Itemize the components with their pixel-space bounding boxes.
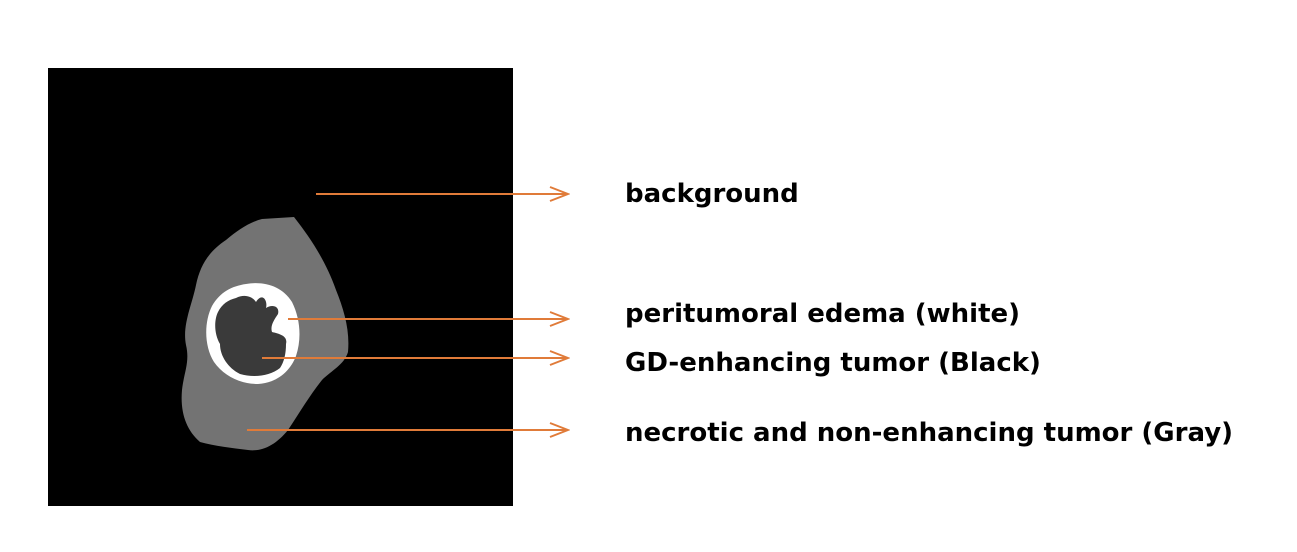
label-peritumoral-edema: peritumoral edema (white): [625, 301, 1020, 327]
label-background: background: [625, 181, 799, 207]
label-necrotic-tumor: necrotic and non-enhancing tumor (Gray): [625, 420, 1233, 446]
label-gd-enhancing-tumor: GD-enhancing tumor (Black): [625, 350, 1041, 376]
